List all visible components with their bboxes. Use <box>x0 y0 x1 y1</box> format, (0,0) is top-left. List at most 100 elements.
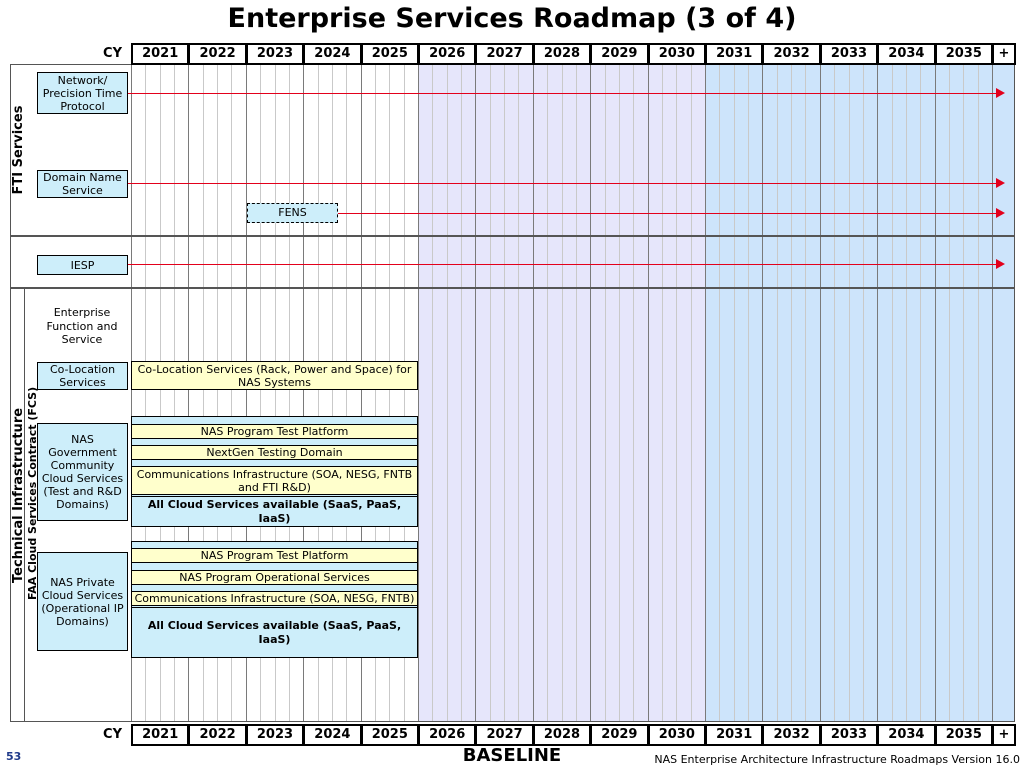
year-cell-bottom: 2033 <box>819 724 879 746</box>
year-gridline <box>303 64 305 722</box>
quarter-gridline <box>748 64 750 722</box>
quarter-gridline <box>231 64 233 722</box>
quarter-gridline <box>288 64 290 722</box>
bar-gov-all-cloud: All Cloud Services available (SaaS, PaaS… <box>131 496 418 527</box>
bar-gov-nextgen: NextGen Testing Domain <box>131 445 418 460</box>
bar-priv-all-cloud: All Cloud Services available (SaaS, PaaS… <box>131 607 418 658</box>
quarter-gridline <box>575 64 577 722</box>
year-cell-bottom: 2026 <box>418 724 477 746</box>
year-gridline <box>418 64 419 722</box>
quarter-gridline <box>948 64 950 722</box>
year-cell-bottom: 2023 <box>245 724 305 746</box>
year-cell-top: 2025 <box>360 43 419 65</box>
fcs-divider <box>24 288 25 722</box>
year-cell-bottom: + <box>992 724 1016 746</box>
year-gridline <box>532 64 534 722</box>
year-cell-top: 2033 <box>819 43 879 65</box>
year-gridline <box>131 64 132 722</box>
year-gridline <box>647 64 649 722</box>
quarter-gridline <box>848 64 850 722</box>
quarter-gridline <box>331 64 333 722</box>
arrow-dns-head <box>996 178 1005 188</box>
quarter-gridline <box>862 64 864 722</box>
year-cell-bottom: 2029 <box>590 724 649 746</box>
version-label: NAS Enterprise Architecture Infrastructu… <box>654 753 1020 766</box>
year-gridline <box>188 64 190 722</box>
year-cell-top: 2028 <box>532 43 592 65</box>
arrow-dns-line <box>128 183 998 184</box>
quarter-gridline <box>719 64 721 722</box>
quarter-gridline <box>905 64 907 722</box>
service-nas-gov-cloud: NAS Government Community Cloud Services … <box>37 423 128 521</box>
year-cell-bottom: 2035 <box>934 724 993 746</box>
year-gridline <box>705 64 706 722</box>
quarter-gridline <box>805 64 807 722</box>
year-cell-top: 2026 <box>418 43 477 65</box>
quarter-gridline <box>145 64 147 722</box>
bar-gov-test-platform: NAS Program Test Platform <box>131 424 418 439</box>
year-cell-top: 2035 <box>934 43 993 65</box>
year-cell-bottom: 2027 <box>475 724 534 746</box>
quarter-gridline <box>891 64 893 722</box>
year-cell-bottom: 2034 <box>877 724 936 746</box>
fti-services-label: FTI Services <box>11 105 26 195</box>
year-cell-top: + <box>992 43 1016 65</box>
quarter-gridline <box>518 64 520 722</box>
year-cell-bottom: 2031 <box>705 724 764 746</box>
quarter-gridline <box>202 64 204 722</box>
quarter-gridline <box>791 64 793 722</box>
bar-gov-comms: Communications Infrastructure (SOA, NESG… <box>131 466 418 495</box>
cy-label-bottom: CY <box>103 727 122 742</box>
quarter-gridline <box>733 64 735 722</box>
quarter-gridline <box>618 64 620 722</box>
year-cell-top: 2034 <box>877 43 936 65</box>
page-number: 53 <box>6 750 22 763</box>
year-cell-top: 2027 <box>475 43 534 65</box>
year-gridline <box>475 64 477 722</box>
arrow-iesp-head <box>996 259 1005 269</box>
year-gridline <box>762 64 764 722</box>
fti-section-frame <box>10 64 1015 236</box>
quarter-gridline <box>489 64 491 722</box>
quarter-gridline <box>260 64 262 722</box>
cy-label-top: CY <box>103 46 122 61</box>
quarter-gridline <box>690 64 692 722</box>
year-cell-bottom: 2032 <box>762 724 821 746</box>
year-cell-top: 2023 <box>245 43 305 65</box>
bar-priv-comms: Communications Infrastructure (SOA, NESG… <box>131 591 418 606</box>
year-gridline <box>934 64 936 722</box>
quarter-gridline <box>633 64 635 722</box>
year-gridline <box>819 64 821 722</box>
quarter-gridline <box>676 64 678 722</box>
year-cell-top: 2024 <box>303 43 362 65</box>
arrow-network-ptp-line <box>128 93 998 94</box>
quarter-gridline <box>547 64 549 722</box>
year-cell-top: 2030 <box>647 43 706 65</box>
service-dns: Domain Name Service <box>37 170 128 198</box>
baseline-label: BASELINE <box>462 745 562 766</box>
quarter-gridline <box>920 64 922 722</box>
bar-co-location: Co-Location Services (Rack, Power and Sp… <box>131 361 418 390</box>
quarter-gridline <box>776 64 778 722</box>
quarter-gridline <box>461 64 463 722</box>
arrow-iesp-line <box>128 264 998 265</box>
quarter-gridline <box>661 64 663 722</box>
quarter-gridline <box>274 64 276 722</box>
service-iesp: IESP <box>37 255 128 275</box>
service-network-ptp: Network/ Precision Time Protocol <box>37 72 128 114</box>
year-cell-bottom: 2022 <box>188 724 247 746</box>
year-cell-bottom: 2021 <box>131 724 190 746</box>
quarter-gridline <box>561 64 563 722</box>
arrow-fens-head <box>996 208 1005 218</box>
quarter-gridline <box>446 64 448 722</box>
year-cell-top: 2029 <box>590 43 649 65</box>
year-gridline <box>360 64 362 722</box>
year-gridline <box>590 64 592 722</box>
year-cell-top: 2031 <box>705 43 764 65</box>
bar-priv-operational: NAS Program Operational Services <box>131 570 418 585</box>
quarter-gridline <box>346 64 348 722</box>
service-fens: FENS <box>247 203 338 223</box>
quarter-gridline <box>604 64 606 722</box>
page-title: Enterprise Services Roadmap (3 of 4) <box>227 3 797 34</box>
quarter-gridline <box>159 64 161 722</box>
